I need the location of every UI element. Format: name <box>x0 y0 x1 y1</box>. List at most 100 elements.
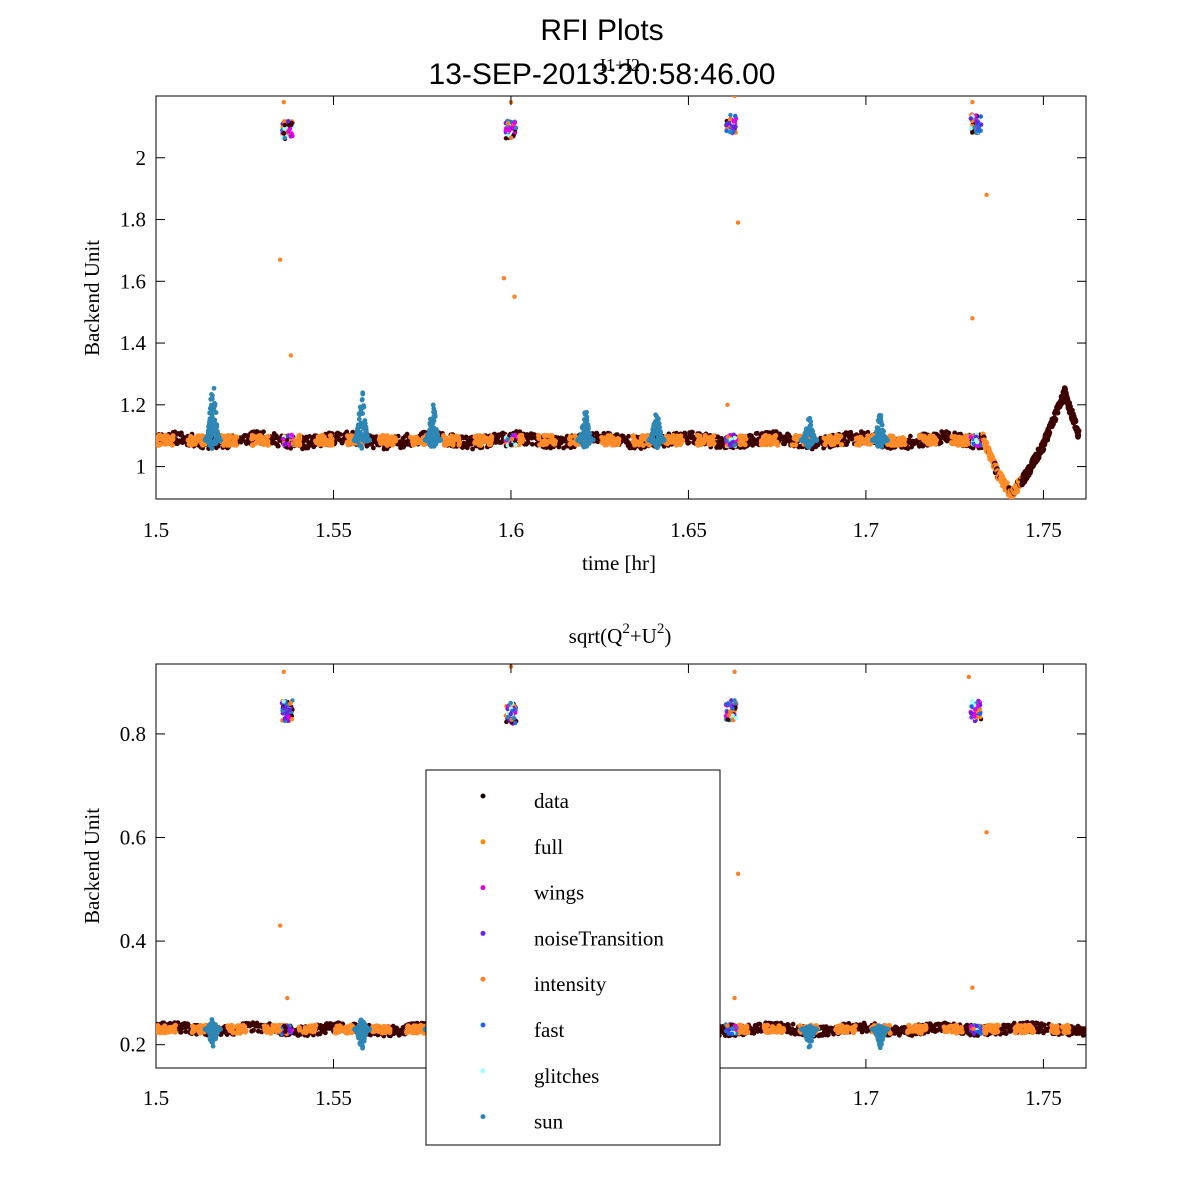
top-calibration-point <box>283 442 288 447</box>
top-full-point <box>599 434 605 441</box>
top-full-point <box>790 442 796 448</box>
top-calibration-point <box>974 434 979 440</box>
top-full-point <box>383 434 389 440</box>
top-full-point <box>185 437 191 443</box>
top-sun-point <box>435 436 441 441</box>
top-sun-point <box>809 431 814 436</box>
top-full-point <box>473 440 479 446</box>
top-dip-point <box>1014 488 1021 495</box>
top-calibration-point <box>513 442 518 447</box>
top-series-dip <box>980 385 1082 499</box>
top-calibration-point <box>290 441 295 446</box>
top-calibration-point <box>281 131 287 136</box>
top-full-point <box>963 442 969 448</box>
top-sun-point <box>209 412 215 418</box>
top-sun-point <box>808 422 814 428</box>
top-sun-point <box>355 431 361 436</box>
top-dip-point <box>1054 409 1061 416</box>
top-sun-point <box>581 444 587 450</box>
bottom-data-point <box>757 1021 763 1027</box>
top-sun-point <box>581 429 587 435</box>
top-data-point <box>337 432 343 437</box>
top-full-point <box>599 439 605 445</box>
top-sun-point <box>425 432 431 438</box>
top-full-point <box>740 435 746 441</box>
top-full-point <box>610 435 616 441</box>
top-sun-point <box>651 439 657 445</box>
top-calibration-point <box>505 437 510 442</box>
top-sun-point <box>576 437 581 443</box>
top-data-point <box>371 445 376 451</box>
top-intensity-point <box>735 220 741 225</box>
top-calibration-point <box>505 443 510 448</box>
top-full-point <box>900 435 906 441</box>
top-calibration-point <box>286 123 292 128</box>
top-sun-point <box>428 423 434 428</box>
top-intensity-point <box>288 353 294 358</box>
top-full-point <box>964 438 970 444</box>
top-data-point <box>773 429 779 435</box>
top-intensity-point <box>512 294 517 299</box>
top-full-point <box>416 437 422 443</box>
top-data-point <box>470 446 475 452</box>
bottom-title-sup2: 2 <box>657 621 665 637</box>
top-calibration-point <box>287 126 293 131</box>
top-calibration-point <box>282 135 287 141</box>
top-sun-point <box>435 432 441 437</box>
top-calibration-point <box>731 119 736 124</box>
top-full-point <box>541 432 547 439</box>
top-full-point <box>825 438 831 444</box>
top-data-point <box>615 432 620 438</box>
top-sun-point <box>808 419 814 425</box>
top-dip-point <box>1072 418 1079 425</box>
top-y-tick-label: 1.6 <box>120 269 146 293</box>
top-calibration-point <box>970 130 975 135</box>
top-full-point <box>249 442 255 448</box>
top-dip-point <box>1075 432 1082 439</box>
top-sun-point <box>359 397 365 403</box>
top-calibration-point <box>968 126 973 131</box>
top-data-point <box>787 434 793 440</box>
top-calibration-point <box>512 120 517 126</box>
top-full-point <box>541 440 547 446</box>
bottom-data-point <box>183 1029 189 1035</box>
top-data-point <box>525 440 531 445</box>
top-full-point <box>191 441 197 447</box>
top-full-point <box>774 439 780 445</box>
bottom-data-point <box>751 1030 757 1036</box>
top-full-point <box>604 441 610 447</box>
top-data-point <box>261 429 266 435</box>
top-full-point <box>855 442 861 448</box>
top-sun-point <box>213 430 218 435</box>
top-data-point <box>404 431 410 437</box>
bottom-title-sup1: 2 <box>622 621 630 637</box>
top-full-point <box>322 440 328 446</box>
top-sun-point <box>661 437 667 443</box>
top-full-point <box>170 433 176 439</box>
top-calibration-point <box>724 128 729 133</box>
top-x-tick-label: 1.5 <box>143 518 169 542</box>
top-data-point <box>686 440 692 445</box>
top-full-point <box>929 439 936 445</box>
bottom-data-point <box>323 1030 328 1036</box>
top-full-point <box>956 437 963 443</box>
top-sun-point <box>428 416 433 422</box>
top-y-axis-label: Backend Unit <box>80 240 104 356</box>
top-full-point <box>678 433 684 439</box>
top-full-point <box>165 440 171 447</box>
bottom-title-end: ) <box>664 624 671 648</box>
top-data-point <box>946 430 952 436</box>
top-full-point <box>444 441 450 447</box>
top-sun-point <box>215 434 221 440</box>
top-calibration-point <box>971 441 976 447</box>
top-full-point <box>570 439 576 445</box>
top-data-point <box>690 429 695 435</box>
top-intensity-point <box>281 100 286 105</box>
top-full-point <box>410 442 416 448</box>
top-full-point <box>605 433 611 440</box>
top-intensity-point <box>732 96 737 99</box>
top-sun-point <box>580 423 586 429</box>
top-full-point <box>765 435 771 441</box>
top-sun-point <box>357 443 362 448</box>
top-sun-point <box>802 433 807 439</box>
